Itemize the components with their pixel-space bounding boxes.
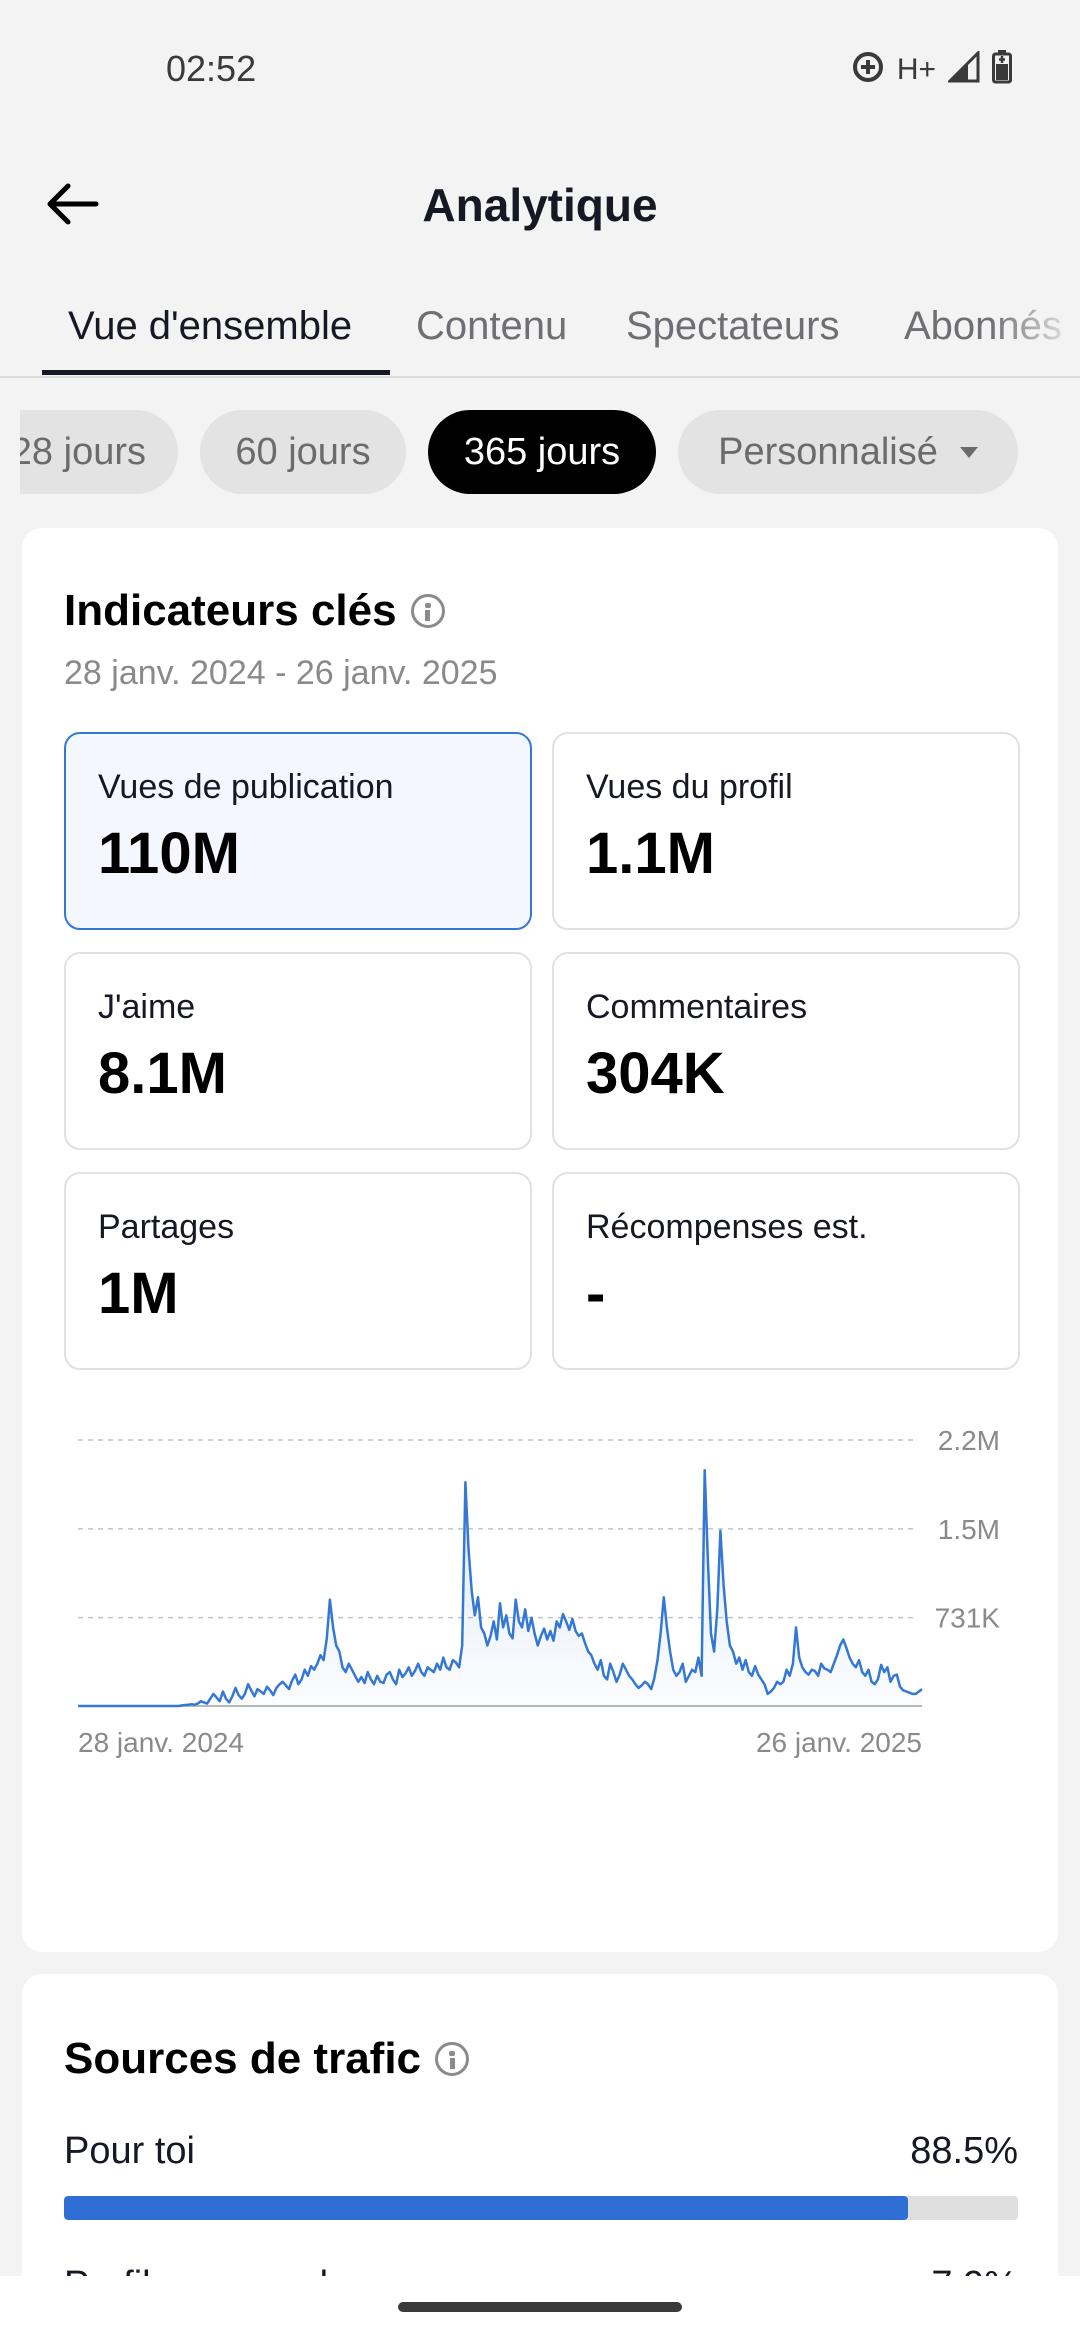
chip-label: 28 jours	[20, 430, 146, 473]
traffic-bar	[64, 2196, 1018, 2220]
tab-content[interactable]: Contenu	[416, 304, 568, 348]
metric-label: Récompenses est.	[586, 1208, 868, 1246]
x-tick-label: 28 janv. 2024	[78, 1727, 244, 1758]
metric-value: 304K	[586, 1041, 725, 1106]
battery-icon	[992, 50, 1012, 89]
chip-custom[interactable]: Personnalisé	[678, 410, 1018, 494]
traffic-sources-title-text: Sources de trafic	[64, 2034, 422, 2083]
metric-label: Partages	[98, 1208, 235, 1246]
metric-likes[interactable]: J'aime 8.1M	[64, 952, 532, 1150]
data-saver-icon	[851, 50, 885, 89]
traffic-bar-fill	[64, 2196, 909, 2220]
metric-value: 110M	[98, 821, 240, 886]
metric-post-views[interactable]: Vues de publication 110M	[64, 732, 532, 930]
chip-label: 365 jours	[463, 430, 621, 473]
chart-area-fill	[78, 1470, 922, 1706]
chip-60-days[interactable]: 60 jours	[200, 410, 406, 494]
views-line-chart[interactable]: 731K 1.5M 2.2M 28 janv. 2024 26 janv. 2025	[22, 528, 1058, 1952]
network-type: H+	[896, 52, 936, 86]
chip-label: 60 jours	[235, 430, 371, 473]
info-icon[interactable]	[435, 2042, 470, 2076]
key-metrics-title: Indicateurs clés	[64, 586, 445, 636]
x-tick-label: 26 janv. 2025	[756, 1727, 922, 1758]
metric-profile-views[interactable]: Vues du profil 1.1M	[552, 732, 1020, 930]
metric-label: Commentaires	[586, 988, 808, 1026]
metric-label: Vues de publication	[98, 768, 394, 806]
traffic-label: Pour toi	[64, 2130, 195, 2172]
signal-icon	[946, 49, 980, 88]
metric-comments[interactable]: Commentaires 304K	[552, 952, 1020, 1150]
tab-overview[interactable]: Vue d'ensemble	[68, 304, 353, 348]
tab-viewers[interactable]: Spectateurs	[626, 304, 840, 348]
metric-rewards[interactable]: Récompenses est. -	[552, 1172, 1020, 1370]
chip-label: Personnalisé	[718, 430, 938, 473]
period-selector: 28 jours 60 jours 365 jours Personnalisé	[20, 410, 1060, 496]
status-time: 02:52	[166, 48, 257, 89]
y-tick-label: 731K	[935, 1603, 1001, 1634]
arrow-left-icon	[47, 183, 99, 225]
key-metrics-card: Indicateurs clés 28 janv. 2024 - 26 janv…	[22, 528, 1058, 1952]
chart-series-line	[78, 1468, 923, 1708]
metric-value: 1.1M	[586, 821, 715, 886]
status-icons: H+	[851, 49, 1012, 89]
active-tab-indicator	[42, 370, 390, 375]
traffic-sources-title: Sources de trafic	[64, 2034, 470, 2084]
status-bar: 02:52 H+	[0, 0, 1080, 140]
info-icon[interactable]	[410, 594, 445, 628]
y-tick-label: 2.2M	[938, 1425, 1000, 1456]
traffic-row: Pour toi 88.5%	[64, 2130, 1018, 2240]
page-title: Analytique	[422, 179, 658, 231]
tab-bar: Vue d'ensemble Contenu Spectateurs Abonn…	[0, 290, 1080, 378]
key-metrics-title-text: Indicateurs clés	[64, 586, 397, 635]
traffic-value: 88.5%	[910, 2130, 1018, 2172]
metric-value: 8.1M	[98, 1041, 227, 1106]
back-button[interactable]	[36, 168, 108, 240]
metric-shares[interactable]: Partages 1M	[64, 1172, 532, 1370]
home-indicator[interactable]	[398, 2302, 682, 2312]
y-tick-label: 1.5M	[938, 1514, 1000, 1545]
metric-label: Vues du profil	[586, 768, 793, 806]
caret-down-icon	[959, 446, 978, 458]
metric-value: 1M	[98, 1261, 179, 1326]
chip-365-days[interactable]: 365 jours	[428, 410, 656, 494]
metric-value: -	[586, 1261, 606, 1326]
metric-label: J'aime	[98, 988, 196, 1026]
date-range: 28 janv. 2024 - 26 janv. 2025	[64, 654, 498, 692]
tabs-fade	[990, 290, 1080, 376]
chip-28-days[interactable]: 28 jours	[20, 410, 178, 494]
